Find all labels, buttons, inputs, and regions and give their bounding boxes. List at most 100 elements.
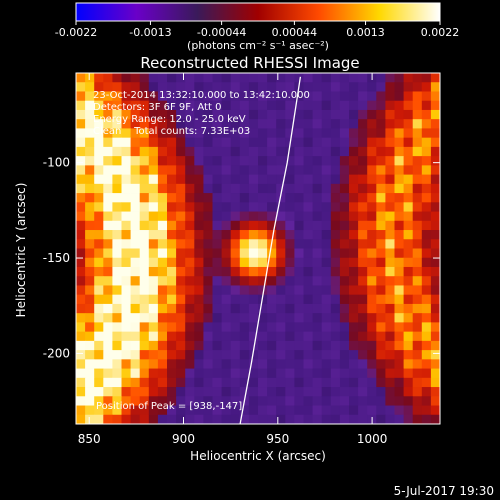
heatmap-cell (403, 174, 414, 185)
heatmap-cell (430, 109, 440, 120)
heatmap-cell (367, 294, 377, 305)
heatmap-cell (412, 230, 423, 240)
heatmap-cell (349, 165, 359, 176)
heatmap-cell (339, 368, 350, 379)
heatmap-cell (139, 156, 150, 166)
heatmap-cell (76, 322, 86, 333)
heatmap-cell (230, 82, 241, 92)
heatmap-cell (185, 82, 195, 92)
heatmap-cell (130, 183, 141, 194)
heatmap-cell (139, 211, 150, 222)
heatmap-cell (358, 359, 368, 369)
heatmap-cell (76, 294, 86, 305)
heatmap-cell (176, 340, 186, 351)
heatmap-cell (385, 266, 395, 277)
heatmap-cell (376, 387, 386, 397)
heatmap-cell (139, 109, 150, 120)
heatmap-cell (148, 220, 159, 231)
heatmap-cell (394, 368, 404, 379)
heatmap-cell (239, 248, 250, 259)
heatmap-cell (194, 183, 204, 194)
heatmap-cell (276, 202, 286, 212)
heatmap-cell (203, 266, 213, 277)
heatmap-cell (367, 82, 377, 92)
heatmap-cell (230, 359, 241, 369)
heatmap-cell (276, 137, 286, 148)
heatmap-cell (258, 193, 268, 203)
heatmap-cell (412, 211, 423, 222)
heatmap-cell (157, 165, 168, 176)
heatmap-cell (221, 165, 232, 176)
heatmap-cell (367, 174, 377, 185)
heatmap-cell (367, 359, 377, 369)
heatmap-cell (312, 313, 323, 323)
heatmap-cell (312, 220, 323, 231)
heatmap-cell (321, 414, 332, 424)
heatmap-cell (421, 239, 432, 249)
heatmap-cell (230, 285, 241, 296)
heatmap-cell (230, 239, 241, 249)
heatmap-cell (276, 109, 286, 120)
heatmap-cell (330, 294, 341, 305)
heatmap-cell (139, 359, 150, 369)
heatmap-cell (267, 193, 277, 203)
heatmap-cell (248, 248, 259, 259)
heatmap-cell (376, 276, 386, 286)
heatmap-cell (221, 193, 232, 203)
heatmap-cell (267, 285, 277, 296)
heatmap-cell (176, 220, 186, 231)
heatmap-cell (103, 368, 113, 379)
heatmap-cell (321, 303, 332, 314)
heatmap-cell (276, 368, 286, 379)
heatmap-cell (303, 368, 313, 379)
heatmap-cell (267, 359, 277, 369)
heatmap-cell (176, 368, 186, 379)
heatmap-cell (367, 146, 377, 157)
heatmap-cell (212, 183, 222, 194)
heatmap-cell (94, 340, 104, 351)
heatmap-cell (203, 377, 213, 388)
heatmap-cell (103, 322, 113, 333)
heatmap-cell (403, 230, 414, 240)
heatmap-cell (339, 313, 350, 323)
heatmap-cell (258, 73, 268, 83)
heatmap-cell (76, 387, 86, 397)
heatmap-cell (376, 368, 386, 379)
heatmap-cell (94, 285, 104, 296)
heatmap-cell (94, 322, 104, 333)
heatmap-cell (349, 248, 359, 259)
heatmap-cell (267, 387, 277, 397)
heatmap-cell (130, 202, 141, 212)
heatmap-cell (358, 266, 368, 277)
heatmap-cell (321, 377, 332, 388)
heatmap-cell (403, 340, 414, 351)
heatmap-cell (221, 211, 232, 222)
heatmap-cell (212, 230, 222, 240)
heatmap-cell (330, 137, 341, 148)
heatmap-cell (85, 414, 95, 424)
heatmap-cell (239, 350, 250, 360)
heatmap-cell (103, 313, 113, 323)
heatmap-cell (221, 156, 232, 166)
heatmap-cell (203, 322, 213, 333)
heatmap-cell (303, 322, 313, 333)
heatmap-cell (285, 313, 295, 323)
heatmap-cell (421, 165, 432, 176)
heatmap-cell (312, 396, 323, 406)
heatmap-cell (76, 230, 86, 240)
heatmap-cell (139, 303, 150, 314)
heatmap-cell (176, 109, 186, 120)
heatmap-cell (403, 276, 414, 286)
heatmap-cell (239, 91, 250, 102)
heatmap-cell (130, 165, 141, 176)
heatmap-cell (130, 266, 141, 277)
heatmap-cell (421, 183, 432, 194)
heatmap-cell (367, 165, 377, 176)
heatmap-cell (239, 285, 250, 296)
heatmap-cell (130, 414, 141, 424)
heatmap-cell (367, 405, 377, 416)
heatmap-cell (139, 248, 150, 259)
heatmap-cell (157, 294, 168, 305)
heatmap-cell (148, 119, 159, 129)
